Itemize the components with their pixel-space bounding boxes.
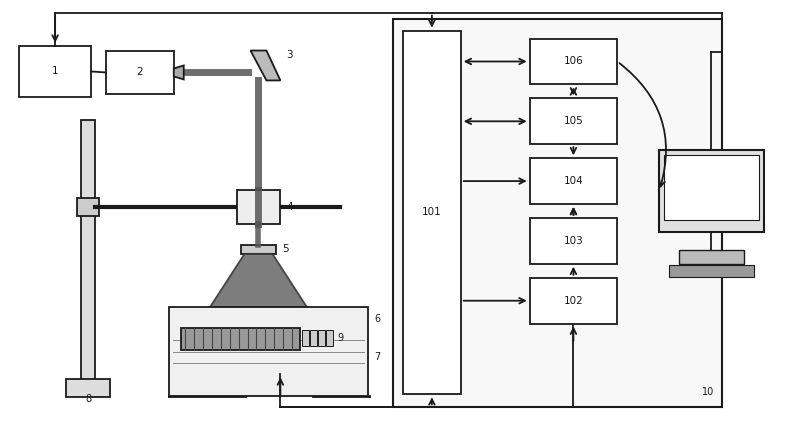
Bar xyxy=(19,46,91,97)
Text: 103: 103 xyxy=(563,236,583,246)
Bar xyxy=(326,330,334,346)
Text: 105: 105 xyxy=(563,116,583,126)
Text: 101: 101 xyxy=(422,208,442,217)
Text: 5: 5 xyxy=(282,244,289,254)
Bar xyxy=(679,250,744,264)
Bar xyxy=(310,330,318,346)
Bar xyxy=(81,120,95,390)
Text: 10: 10 xyxy=(702,387,714,397)
Bar xyxy=(530,99,618,144)
Bar xyxy=(530,278,618,324)
Bar xyxy=(106,50,174,94)
Text: 9: 9 xyxy=(338,332,343,343)
Text: 6: 6 xyxy=(374,313,380,324)
Bar xyxy=(241,245,277,254)
Bar xyxy=(530,218,618,264)
Bar xyxy=(530,38,618,85)
Bar xyxy=(169,307,368,396)
Text: 2: 2 xyxy=(137,67,143,77)
Bar xyxy=(403,30,461,394)
Bar xyxy=(77,198,99,216)
Text: 3: 3 xyxy=(286,49,293,60)
Bar xyxy=(181,328,300,349)
Polygon shape xyxy=(198,254,318,324)
Text: 7: 7 xyxy=(374,352,380,362)
Text: 8: 8 xyxy=(85,394,91,404)
Bar xyxy=(237,190,280,224)
Bar xyxy=(318,330,326,346)
Bar xyxy=(302,330,310,346)
Bar xyxy=(664,155,759,220)
Text: 106: 106 xyxy=(563,57,583,66)
Bar xyxy=(530,158,618,204)
Polygon shape xyxy=(174,66,184,80)
Polygon shape xyxy=(250,50,280,80)
Bar xyxy=(669,265,754,277)
Text: 1: 1 xyxy=(52,66,58,77)
Bar xyxy=(659,150,764,232)
Bar xyxy=(66,379,110,397)
Text: 102: 102 xyxy=(563,296,583,306)
Text: 4: 4 xyxy=(286,202,293,212)
Text: 104: 104 xyxy=(563,176,583,186)
Bar xyxy=(393,19,722,407)
